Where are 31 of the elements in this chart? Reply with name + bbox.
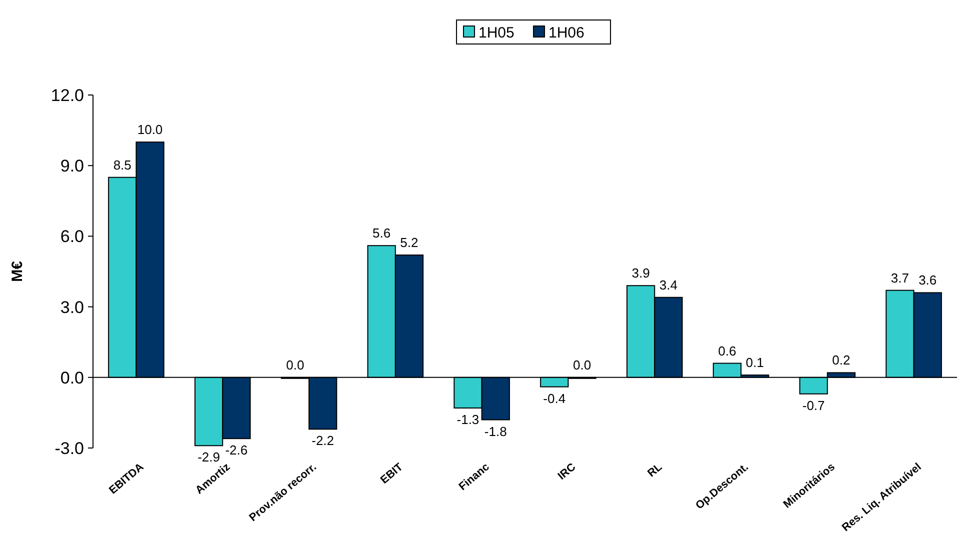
data-label: 3.6 — [918, 272, 937, 288]
y-tick-label: -3.0 — [54, 438, 84, 458]
data-label: -2.2 — [312, 433, 334, 448]
data-label: 3.9 — [632, 266, 650, 281]
data-label: -2.9 — [198, 450, 220, 465]
data-label: 5.6 — [372, 226, 391, 241]
data-label: 0.6 — [718, 343, 736, 358]
legend-label: 1H06 — [548, 24, 584, 42]
data-label: -0.4 — [543, 390, 566, 406]
y-axis-title: M€ — [9, 260, 26, 282]
data-label: 8.5 — [113, 157, 132, 172]
data-label: 0.0 — [572, 357, 592, 372]
data-label: -2.6 — [225, 442, 248, 458]
y-tick-label: 12.0 — [50, 86, 84, 105]
y-tick-label: 9.0 — [60, 156, 84, 176]
data-label: 3.4 — [659, 277, 678, 292]
y-tick-label: 3.0 — [60, 298, 84, 317]
data-label: -0.7 — [802, 398, 825, 413]
data-label: -1.8 — [484, 424, 507, 439]
data-label: 0.2 — [832, 352, 850, 368]
legend-label: 1H05 — [478, 24, 514, 42]
data-label: 0.1 — [746, 355, 764, 370]
data-label: -1.3 — [456, 412, 480, 427]
data-label: 3.7 — [890, 270, 910, 286]
x-tick-label: RL — [646, 460, 665, 480]
data-label: 5.2 — [400, 235, 418, 250]
data-label: 0.0 — [286, 357, 304, 372]
x-tick-label: IRC — [556, 461, 578, 482]
y-tick-label: 6.0 — [60, 227, 84, 246]
data-label: 10.0 — [137, 122, 163, 138]
y-tick-label: 0.0 — [60, 368, 84, 388]
